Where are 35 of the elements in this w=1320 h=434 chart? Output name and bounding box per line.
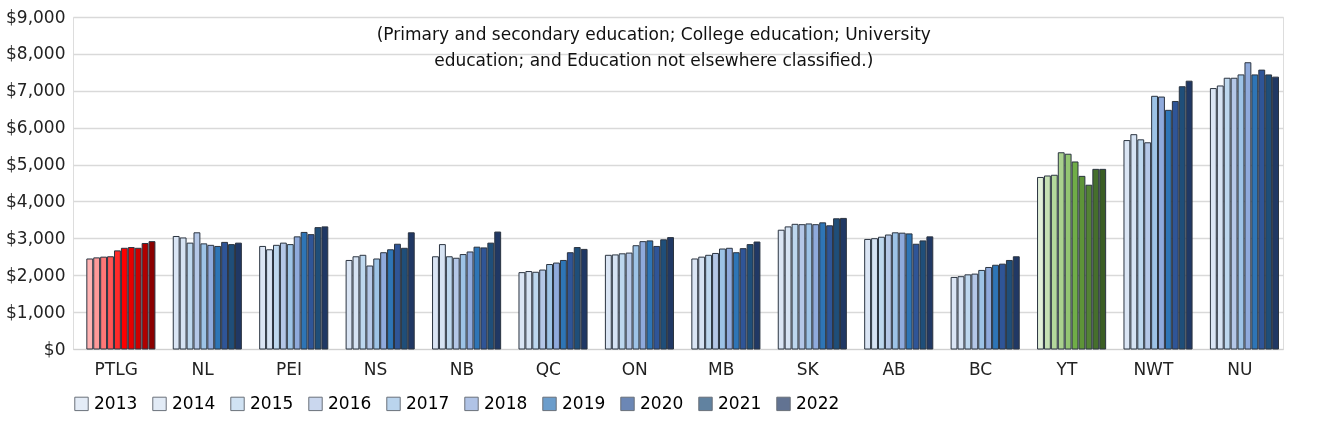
y-tick-label: $4,000 <box>6 190 66 211</box>
x-tick-label: NL <box>191 358 215 379</box>
y-tick-label: $9,000 <box>6 6 66 27</box>
x-tick-label: AB <box>882 358 906 379</box>
x-tick-label: SK <box>796 358 820 379</box>
legend-label: 2016 <box>328 392 372 413</box>
legend-label: 2018 <box>484 392 528 413</box>
y-tick-label: $2,000 <box>6 264 66 285</box>
x-tick-label: PTLG <box>94 358 138 379</box>
legend-label: 2019 <box>562 392 606 413</box>
y-tick-label: $7,000 <box>6 80 66 101</box>
x-tick-label: ON <box>621 358 648 379</box>
y-tick-label: $3,000 <box>6 227 66 248</box>
x-tick-label: NU <box>1227 358 1253 379</box>
y-tick-label: $6,000 <box>6 117 66 138</box>
y-tick-label: $5,000 <box>6 154 66 175</box>
x-tick-label: BC <box>968 358 993 379</box>
x-tick-label: NB <box>449 358 475 379</box>
x-tick-label: YT <box>1055 358 1078 379</box>
legend-label: 2013 <box>94 392 138 413</box>
x-tick-label: QC <box>535 358 561 379</box>
legend-label: 2022 <box>796 392 840 413</box>
x-tick-label: PEI <box>276 358 303 379</box>
legend-label: 2015 <box>250 392 294 413</box>
x-tick-label: MB <box>708 358 735 379</box>
y-tick-label: $0 <box>43 338 66 359</box>
y-tick-label: $1,000 <box>6 301 66 322</box>
x-tick-label: NS <box>363 358 388 379</box>
legend-label: 2020 <box>640 392 684 413</box>
y-tick-label: $8,000 <box>6 43 66 64</box>
legend-label: 2021 <box>718 392 762 413</box>
legend-label: 2017 <box>406 392 450 413</box>
annotation: (Primary and secondary education; College education; University education; and Education not elsewhere classified.) <box>376 24 931 70</box>
legend-label: 2014 <box>172 392 216 413</box>
x-tick-label: NWT <box>1133 358 1174 379</box>
